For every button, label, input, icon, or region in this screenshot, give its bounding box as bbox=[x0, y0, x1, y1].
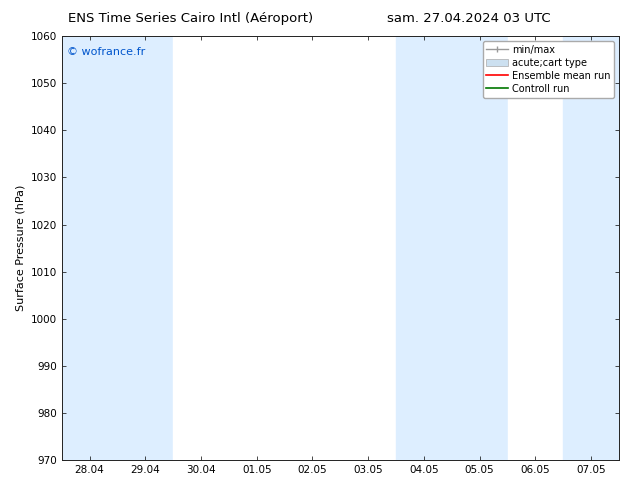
Bar bbox=[117, 36, 173, 460]
Text: © wofrance.fr: © wofrance.fr bbox=[67, 47, 145, 57]
Bar bbox=[340, 36, 396, 460]
Y-axis label: Surface Pressure (hPa): Surface Pressure (hPa) bbox=[15, 185, 25, 311]
Bar bbox=[563, 36, 619, 460]
Legend: min/max, acute;cart type, Ensemble mean run, Controll run: min/max, acute;cart type, Ensemble mean … bbox=[482, 41, 614, 98]
Text: sam. 27.04.2024 03 UTC: sam. 27.04.2024 03 UTC bbox=[387, 12, 551, 25]
Bar bbox=[173, 36, 229, 460]
Bar bbox=[452, 36, 508, 460]
Bar bbox=[61, 36, 117, 460]
Bar bbox=[285, 36, 340, 460]
Bar bbox=[396, 36, 452, 460]
Bar bbox=[508, 36, 563, 460]
Text: ENS Time Series Cairo Intl (Aéroport): ENS Time Series Cairo Intl (Aéroport) bbox=[68, 12, 313, 25]
Bar bbox=[229, 36, 285, 460]
